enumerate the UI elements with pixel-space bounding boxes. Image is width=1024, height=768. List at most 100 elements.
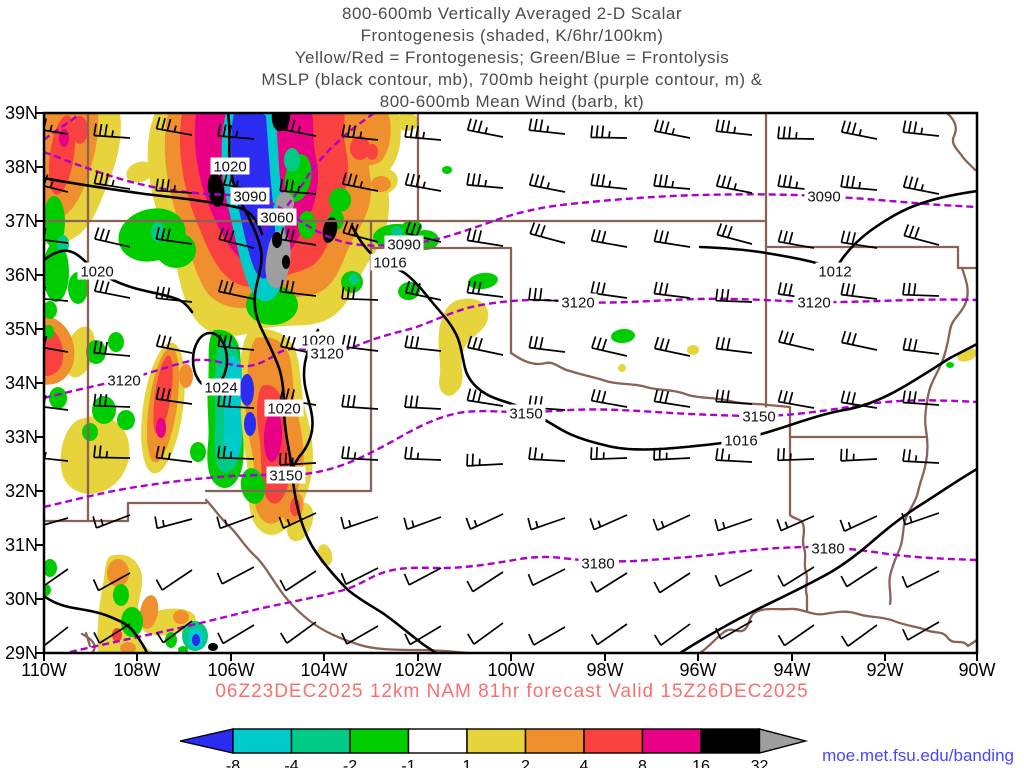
lat-tick-label: 36N — [5, 265, 38, 285]
wind-barb — [528, 395, 566, 411]
lon-tick-label: 100W — [487, 660, 534, 680]
wind-barb — [653, 281, 691, 299]
wind-barb — [715, 448, 753, 463]
credit-link[interactable]: moe.met.fsu.edu/banding — [822, 746, 1014, 765]
lat-tick-label: 31N — [5, 535, 38, 555]
wind-barb — [93, 393, 131, 408]
contour-label-height: 3090 — [387, 237, 420, 254]
wind-barb — [902, 337, 940, 355]
wind-barb — [341, 334, 379, 352]
wind-barb — [279, 334, 317, 355]
wind-barb — [466, 118, 504, 138]
wind-barb — [44, 568, 69, 587]
wind-barb — [405, 221, 442, 243]
colorbar-tick-label: -1 — [401, 758, 415, 768]
contour-label-height: 3150 — [509, 406, 542, 423]
title-line-4: MSLP (black contour, mb), 700mb height (… — [261, 70, 763, 89]
wind-barb — [527, 517, 566, 531]
lon-tick-label: 94W — [773, 660, 810, 680]
wind-barb — [716, 223, 753, 245]
colorbar-tick-label: 1 — [463, 758, 472, 768]
colorbar-segment — [407, 728, 468, 754]
contour-label-mslp: 1020 — [267, 401, 300, 418]
wind-barb — [902, 120, 940, 137]
colorbar-segment — [232, 728, 293, 754]
wind-barb — [155, 569, 193, 591]
wind-barb — [404, 124, 442, 141]
wind-barb — [840, 448, 878, 462]
wind-barb — [466, 228, 504, 247]
contour-label-height: 3120 — [107, 373, 140, 390]
colorbar-tick-label: -2 — [343, 758, 357, 768]
wind-barb — [590, 623, 628, 646]
wind-barb — [840, 282, 878, 300]
contour-label-box — [815, 262, 855, 280]
wind-barb — [465, 513, 504, 530]
wind-barb — [403, 567, 442, 586]
wind-barb — [777, 624, 815, 647]
contour-label-box — [307, 344, 347, 362]
contour-label-box — [578, 554, 618, 572]
wind-barb — [653, 119, 691, 139]
wind-barb — [714, 518, 753, 532]
wind-barb — [155, 445, 193, 463]
wind-barb — [466, 388, 504, 407]
lat-tick-label: 34N — [5, 373, 38, 393]
wind-barbs — [44, 116, 940, 647]
lat-tick-label: 30N — [5, 589, 38, 609]
wind-barb — [590, 572, 628, 593]
wind-barb — [93, 123, 131, 139]
colorbar-segment — [583, 728, 644, 754]
contour-label-box — [384, 235, 424, 253]
title-line-2: Frontogenesis (shaded, K/6hr/100km) — [360, 26, 664, 45]
wind-barb — [840, 390, 878, 409]
colorbar-tick-label: 32 — [751, 758, 769, 768]
wind-barb — [279, 227, 317, 246]
lat-tick-label: 35N — [5, 319, 38, 339]
wind-barb — [466, 335, 504, 356]
wind-barb — [652, 514, 691, 531]
wind-barb — [93, 445, 131, 459]
lat-tick-label: 32N — [5, 481, 38, 501]
contour-label-box — [230, 187, 270, 205]
contour-label-box — [721, 431, 761, 449]
contour-label-box — [298, 331, 338, 349]
wind-barb — [466, 453, 504, 467]
lat-tick-label: 38N — [5, 157, 38, 177]
wind-barb — [528, 626, 566, 646]
wind-barb — [404, 335, 442, 352]
colorbar-segment — [524, 728, 585, 754]
contour-label-height: 3180 — [581, 556, 614, 573]
wind-barb — [217, 394, 255, 409]
wind-barb — [653, 389, 691, 408]
wind-barb — [279, 452, 317, 466]
contour-label-box — [77, 262, 117, 280]
wind-barb — [653, 447, 691, 461]
colorbar-segment — [349, 728, 410, 754]
wind-barb — [279, 117, 317, 137]
wind-barb — [715, 389, 753, 405]
wind-barb — [715, 119, 753, 136]
wind-barb — [839, 515, 878, 532]
wind-barb — [278, 512, 317, 529]
wind-barb — [777, 566, 815, 587]
wind-barb — [528, 118, 566, 135]
lon-tick-label: 104W — [300, 660, 347, 680]
wind-barb — [840, 624, 878, 647]
wind-barb — [156, 620, 193, 644]
wind-barb — [840, 566, 878, 588]
wind-barb — [902, 621, 940, 641]
latitude-axis: 39N 38N 37N 36N 35N 34N 33N 32N 31N 30N 29N — [5, 103, 44, 663]
wind-barb — [777, 229, 815, 249]
wind-barb — [527, 568, 566, 587]
contour-label-height: 3120 — [310, 346, 343, 363]
lon-tick-label: 98W — [586, 660, 623, 680]
lon-tick-label: 96W — [679, 660, 716, 680]
wind-barb — [466, 571, 504, 593]
contour-label-height: 3150 — [742, 409, 775, 426]
wind-barb — [901, 570, 940, 589]
shade-black — [207, 113, 338, 651]
contour-labels: 1020309030601020101630903090101210203120… — [77, 157, 855, 573]
wind-barb — [341, 446, 379, 461]
wind-barb — [590, 173, 628, 190]
